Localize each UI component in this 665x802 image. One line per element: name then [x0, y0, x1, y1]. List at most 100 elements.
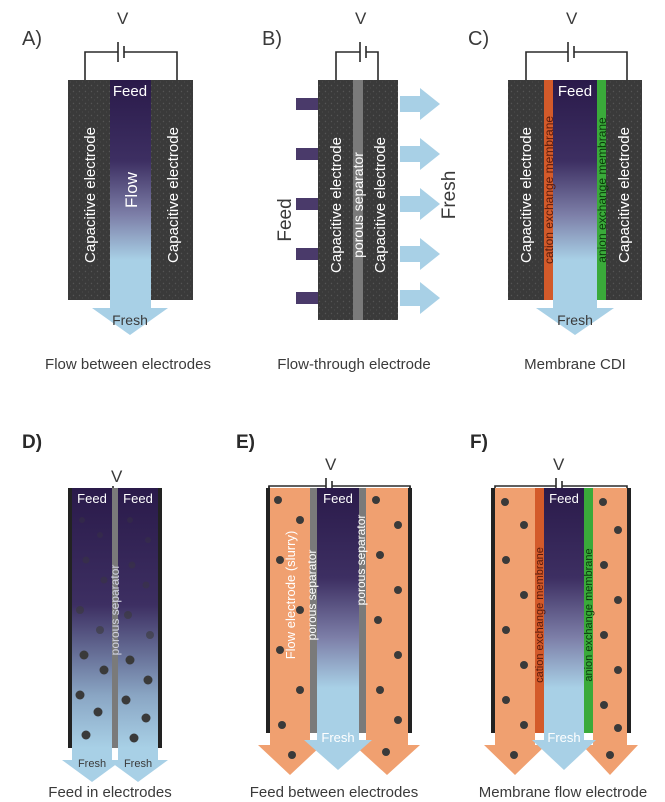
panel-b-feed-inlet: [296, 98, 318, 110]
panel-e-left-separator: [310, 488, 317, 733]
panel-b-feed-inlet: [296, 148, 318, 160]
panel-b-feed-inlet: [296, 248, 318, 260]
panel-d-fresh-arrow-left: [62, 748, 122, 782]
panel-e-particles: [274, 496, 402, 759]
panel-c-voltage-label: V: [566, 9, 578, 28]
panel-e-fresh-arrow: [304, 688, 372, 770]
panel-f-left-slurry: [495, 488, 535, 733]
panel-b-separator-label: porous separator: [350, 152, 366, 258]
panel-e-left-current-collector: [266, 488, 270, 733]
panel-e-fresh-label: Fresh: [321, 730, 354, 745]
panel-a-fresh-arrow: [92, 260, 168, 335]
panel-f-right-current-collector: [627, 488, 631, 733]
panel-c-anion-membrane: [597, 80, 606, 300]
panel-d-particles: [75, 517, 154, 743]
panel-d-separator-label: porous separator: [108, 565, 122, 656]
panel-b-feed-inlet: [296, 292, 318, 304]
panel-f-cation-membrane: [535, 488, 544, 733]
panel-b-fresh-outlet-arrow: [400, 138, 440, 170]
panel-d-right-channel: [118, 488, 158, 748]
panel-e-letter: E): [236, 432, 255, 453]
panel-c: C) V Feed Fresh Capacitive electrode cat…: [468, 9, 642, 373]
panel-c-left-electrode-label: Capacitive electrode: [518, 127, 535, 263]
panel-a-right-electrode-label: Capacitive electrode: [165, 127, 182, 263]
panel-e-flow-channel: [317, 488, 359, 688]
panel-f-right-slurry: [593, 488, 627, 733]
panel-a-feed-label: Feed: [113, 83, 147, 100]
panel-a-left-electrode: [68, 80, 110, 300]
panel-f-particles: [501, 498, 622, 759]
panel-a-circuit: [84, 42, 178, 80]
panel-f-flow-channel: [544, 488, 584, 688]
panel-b-left-electrode-label: Capacitive electrode: [328, 137, 345, 273]
panel-b-fresh-outlets: [400, 88, 440, 314]
panel-a-left-electrode-label: Capacitive electrode: [82, 127, 99, 263]
panel-b-letter: B): [262, 28, 282, 50]
panel-f-fresh-arrow: [532, 688, 596, 770]
panel-f-fresh-label: Fresh: [547, 730, 580, 745]
panel-f-cation-membrane-label: cation exchange membrane: [534, 547, 546, 683]
panel-f: F) V Feed Fresh cation exchange membrane: [470, 432, 647, 801]
panel-e-voltage-label: V: [325, 455, 337, 474]
panel-f-letter: F): [470, 432, 488, 453]
panel-e-right-slurry: [366, 488, 408, 733]
panel-d-fresh-left-label: Fresh: [78, 758, 106, 770]
panel-c-right-electrode: [606, 80, 642, 300]
panel-d-fresh-right-label: Fresh: [124, 758, 152, 770]
panel-c-left-electrode: [508, 80, 544, 300]
panel-b-fresh-outlet-arrow: [400, 282, 440, 314]
panel-a: A) V Feed Fresh Flow Capacitive electrod…: [22, 9, 211, 373]
panel-d-feed-left-label: Feed: [77, 491, 107, 506]
panel-e-feed-label: Feed: [323, 491, 353, 506]
panel-a-right-electrode: [151, 80, 193, 300]
panel-c-caption: Membrane CDI: [524, 356, 626, 373]
panel-b-right-electrode-label: Capacitive electrode: [372, 137, 389, 273]
panel-b-fresh-outlet-arrow: [400, 88, 440, 120]
panel-d-feed-right-label: Feed: [123, 491, 153, 506]
panel-c-letter: C): [468, 28, 489, 50]
panel-e-left-separator-label: porous separator: [305, 550, 319, 641]
panel-d-voltage-label: V: [111, 467, 123, 486]
panel-b: B) V Feed Fresh Capacitive electrode por…: [262, 9, 460, 373]
panel-a-voltage-label: V: [117, 9, 129, 28]
panel-b-voltage-label: V: [355, 9, 367, 28]
panel-e-caption: Feed between electrodes: [250, 784, 418, 801]
panel-d: D) V Feed Feed porous se: [22, 432, 172, 801]
panel-c-flow-channel: [553, 80, 597, 260]
panel-b-caption: Flow-through electrode: [277, 356, 430, 373]
panel-b-feed-inlets: [296, 98, 318, 304]
panel-f-left-current-collector: [491, 488, 495, 733]
panel-b-circuit: [335, 42, 379, 80]
panel-f-anion-membrane: [584, 488, 593, 733]
panel-b-fresh-outlet-arrow: [400, 238, 440, 270]
panel-d-porous-separator: [112, 488, 118, 748]
panel-f-voltage-label: V: [553, 455, 565, 474]
panel-a-flow-channel: [110, 80, 151, 260]
panel-f-feed-label: Feed: [549, 491, 579, 506]
panel-f-caption: Membrane flow electrode: [479, 784, 647, 801]
panel-a-fresh-label: Fresh: [112, 312, 148, 328]
panel-d-left-channel: [72, 488, 112, 748]
panel-d-right-current-collector: [158, 488, 162, 748]
panel-c-feed-label: Feed: [558, 83, 592, 100]
panel-e-right-current-collector: [408, 488, 412, 733]
panel-d-letter: D): [22, 432, 42, 453]
panel-b-fresh-label: Fresh: [439, 171, 460, 220]
panel-e-right-separator-label: porous separator: [354, 515, 368, 606]
panel-a-letter: A): [22, 28, 42, 50]
panel-c-circuit: [525, 42, 628, 80]
panel-c-fresh-arrow: [536, 260, 614, 335]
panel-c-anion-membrane-label: anion exchange membrane: [595, 117, 609, 263]
panel-c-right-electrode-label: Capacitive electrode: [616, 127, 633, 263]
panel-e-flow-electrode-label: Flow electrode (slurry): [283, 531, 298, 660]
panel-a-flow-label: Flow: [122, 171, 141, 208]
panel-d-fresh-arrow-right: [108, 748, 168, 782]
panel-a-caption: Flow between electrodes: [45, 356, 211, 373]
panel-e: E) V Feed Fresh Flow electrode: [236, 432, 420, 801]
panel-f-anion-membrane-label: anion exchange membrane: [583, 548, 595, 681]
panel-d-left-current-collector: [68, 488, 72, 748]
panel-c-fresh-label: Fresh: [557, 312, 593, 328]
panel-c-cation-membrane: [544, 80, 553, 300]
panel-e-right-separator: [359, 488, 366, 733]
